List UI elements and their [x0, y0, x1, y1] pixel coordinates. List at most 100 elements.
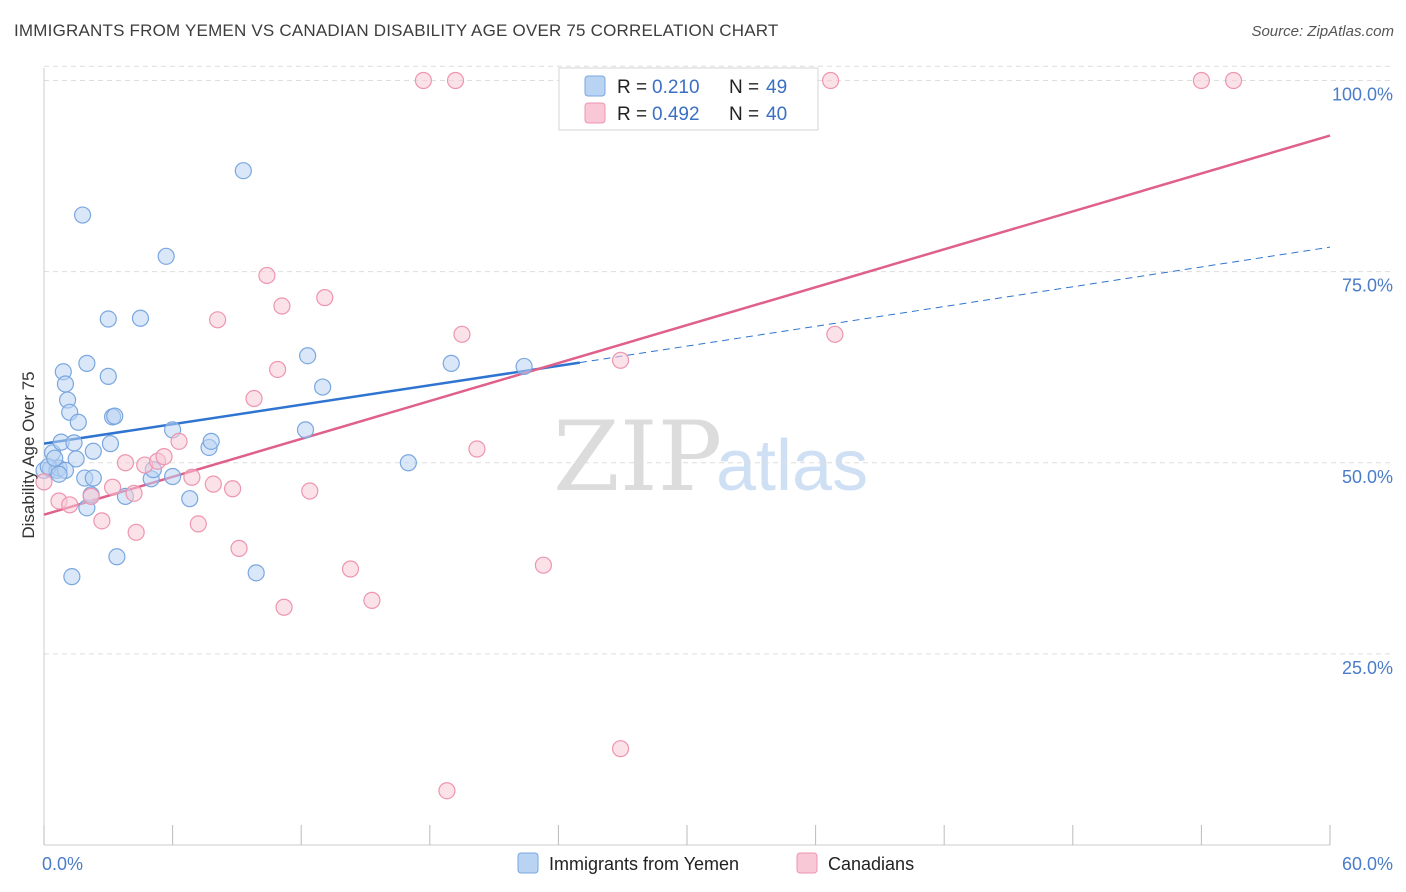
legend-r-label-1: R =: [617, 77, 647, 98]
y-axis-label: Disability Age Over 75: [19, 371, 38, 538]
point-canadians: [125, 484, 143, 502]
point-canadians: [230, 539, 248, 557]
point-yemen: [299, 347, 317, 365]
point-canadians: [35, 473, 53, 491]
point-canadians: [258, 266, 276, 285]
point-canadians: [1224, 71, 1243, 90]
point-yemen: [399, 454, 417, 472]
point-yemen: [78, 354, 96, 372]
point-yemen: [65, 434, 83, 452]
legend-swatch-blue: [584, 75, 606, 97]
legend-n-value-1: 49: [766, 77, 787, 98]
bottom-legend-label-blue: Immigrants from Yemen: [549, 854, 739, 874]
point-canadians: [1192, 71, 1211, 90]
y-tick-label: 75.0%: [1342, 276, 1393, 296]
point-canadians: [341, 560, 360, 578]
point-canadians: [301, 482, 319, 500]
gridlines: [44, 65, 1392, 655]
legend-r-label-2: R =: [617, 104, 647, 125]
point-yemen: [106, 407, 124, 425]
point-canadians: [103, 478, 122, 496]
point-canadians: [275, 598, 293, 616]
trend-line-yemen-extension: [579, 246, 1331, 364]
point-canadians: [316, 289, 334, 307]
data-points: [35, 71, 1243, 800]
point-canadians: [61, 496, 79, 514]
point-canadians: [189, 515, 207, 533]
x-tick-label: 60.0%: [1342, 854, 1393, 874]
point-yemen: [69, 413, 87, 431]
point-canadians: [245, 389, 263, 408]
point-canadians: [224, 480, 242, 498]
point-canadians: [453, 325, 471, 343]
legend-r-value-1: 0.210: [652, 77, 700, 98]
point-yemen: [247, 564, 265, 582]
point-canadians: [534, 556, 552, 574]
legend-swatch-pink: [584, 102, 606, 124]
point-yemen: [63, 568, 81, 586]
legend-n-value-2: 40: [766, 104, 787, 125]
point-canadians: [209, 311, 227, 329]
point-yemen: [181, 490, 199, 508]
point-canadians: [183, 468, 201, 486]
trend-lines: [43, 134, 1331, 516]
legend-box: R = 0.210 N = 49 R = 0.492 N = 40: [558, 67, 819, 131]
point-canadians: [93, 512, 111, 530]
point-yemen: [131, 309, 150, 327]
legend-n-label-2: N =: [729, 104, 759, 125]
source-label: Source: ZipAtlas.com: [1251, 23, 1394, 40]
point-yemen: [202, 432, 220, 450]
point-yemen: [442, 354, 460, 372]
point-yemen: [84, 469, 102, 487]
point-canadians: [611, 740, 630, 758]
point-canadians: [170, 432, 188, 450]
point-canadians: [826, 325, 844, 343]
watermark-zip: ZIP: [553, 401, 722, 513]
point-yemen: [515, 357, 533, 376]
y-tick-label: 100.0%: [1332, 85, 1393, 105]
legend-r-value-2: 0.492: [652, 104, 700, 125]
point-yemen: [50, 465, 68, 483]
point-yemen: [108, 548, 126, 566]
point-yemen: [84, 442, 102, 460]
point-yemen: [296, 421, 315, 439]
point-canadians: [269, 360, 287, 379]
point-canadians: [438, 782, 456, 800]
y-tick-label: 25.0%: [1342, 658, 1393, 678]
bottom-legend-swatch-blue: [517, 852, 539, 874]
bottom-legend-swatch-pink: [796, 852, 818, 874]
chart-title: IMMIGRANTS FROM YEMEN VS CANADIAN DISABI…: [14, 21, 779, 40]
watermark-atlas: atlas: [716, 426, 868, 506]
point-yemen: [234, 162, 252, 180]
point-canadians: [611, 351, 630, 369]
point-canadians: [822, 71, 840, 90]
point-yemen: [46, 449, 64, 467]
bottom-legend-label-pink: Canadians: [828, 854, 914, 874]
y-tick-label: 50.0%: [1342, 467, 1393, 487]
point-canadians: [414, 71, 432, 90]
point-canadians: [127, 523, 145, 541]
bottom-legend: Immigrants from Yemen Canadians: [517, 852, 914, 874]
point-yemen: [67, 450, 85, 468]
point-canadians: [446, 71, 465, 90]
point-canadians: [468, 440, 486, 458]
trend-line-yemen: [43, 361, 581, 445]
point-yemen: [164, 467, 182, 486]
point-yemen: [314, 378, 332, 396]
legend-n-label-1: N =: [729, 77, 759, 98]
point-canadians: [116, 454, 135, 472]
point-yemen: [101, 435, 120, 453]
axes: 25.0% 50.0% 75.0% 100.0% 0.0% 60.0%: [42, 68, 1393, 874]
point-canadians: [155, 448, 173, 466]
point-canadians: [204, 475, 222, 493]
trend-line-canadians: [43, 134, 1331, 516]
point-canadians: [273, 297, 291, 315]
x-tick-label: 0.0%: [42, 854, 83, 874]
point-yemen: [99, 310, 117, 328]
point-canadians: [82, 487, 100, 505]
point-yemen: [56, 375, 75, 393]
point-yemen: [99, 367, 117, 385]
point-canadians: [363, 591, 381, 609]
point-yemen: [157, 247, 175, 265]
